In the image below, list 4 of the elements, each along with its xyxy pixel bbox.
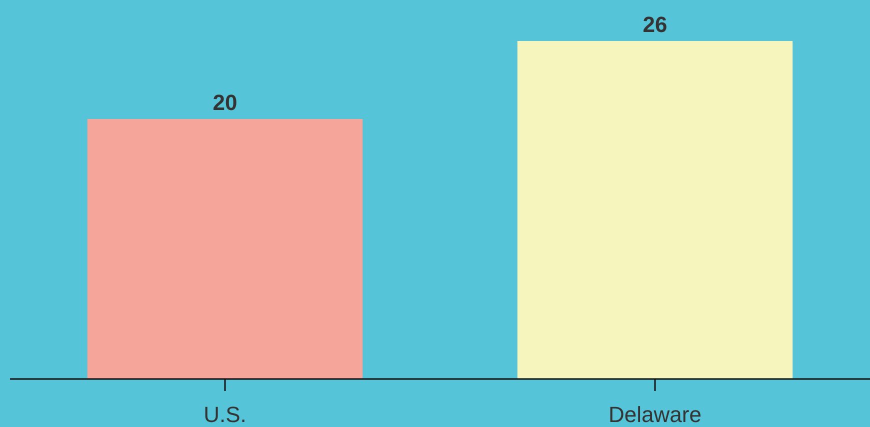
data-label: 26 <box>642 12 668 37</box>
x-tick-label: U.S. <box>204 402 246 427</box>
data-label: 20 <box>212 90 238 115</box>
x-tick-label: Delaware <box>608 402 702 427</box>
